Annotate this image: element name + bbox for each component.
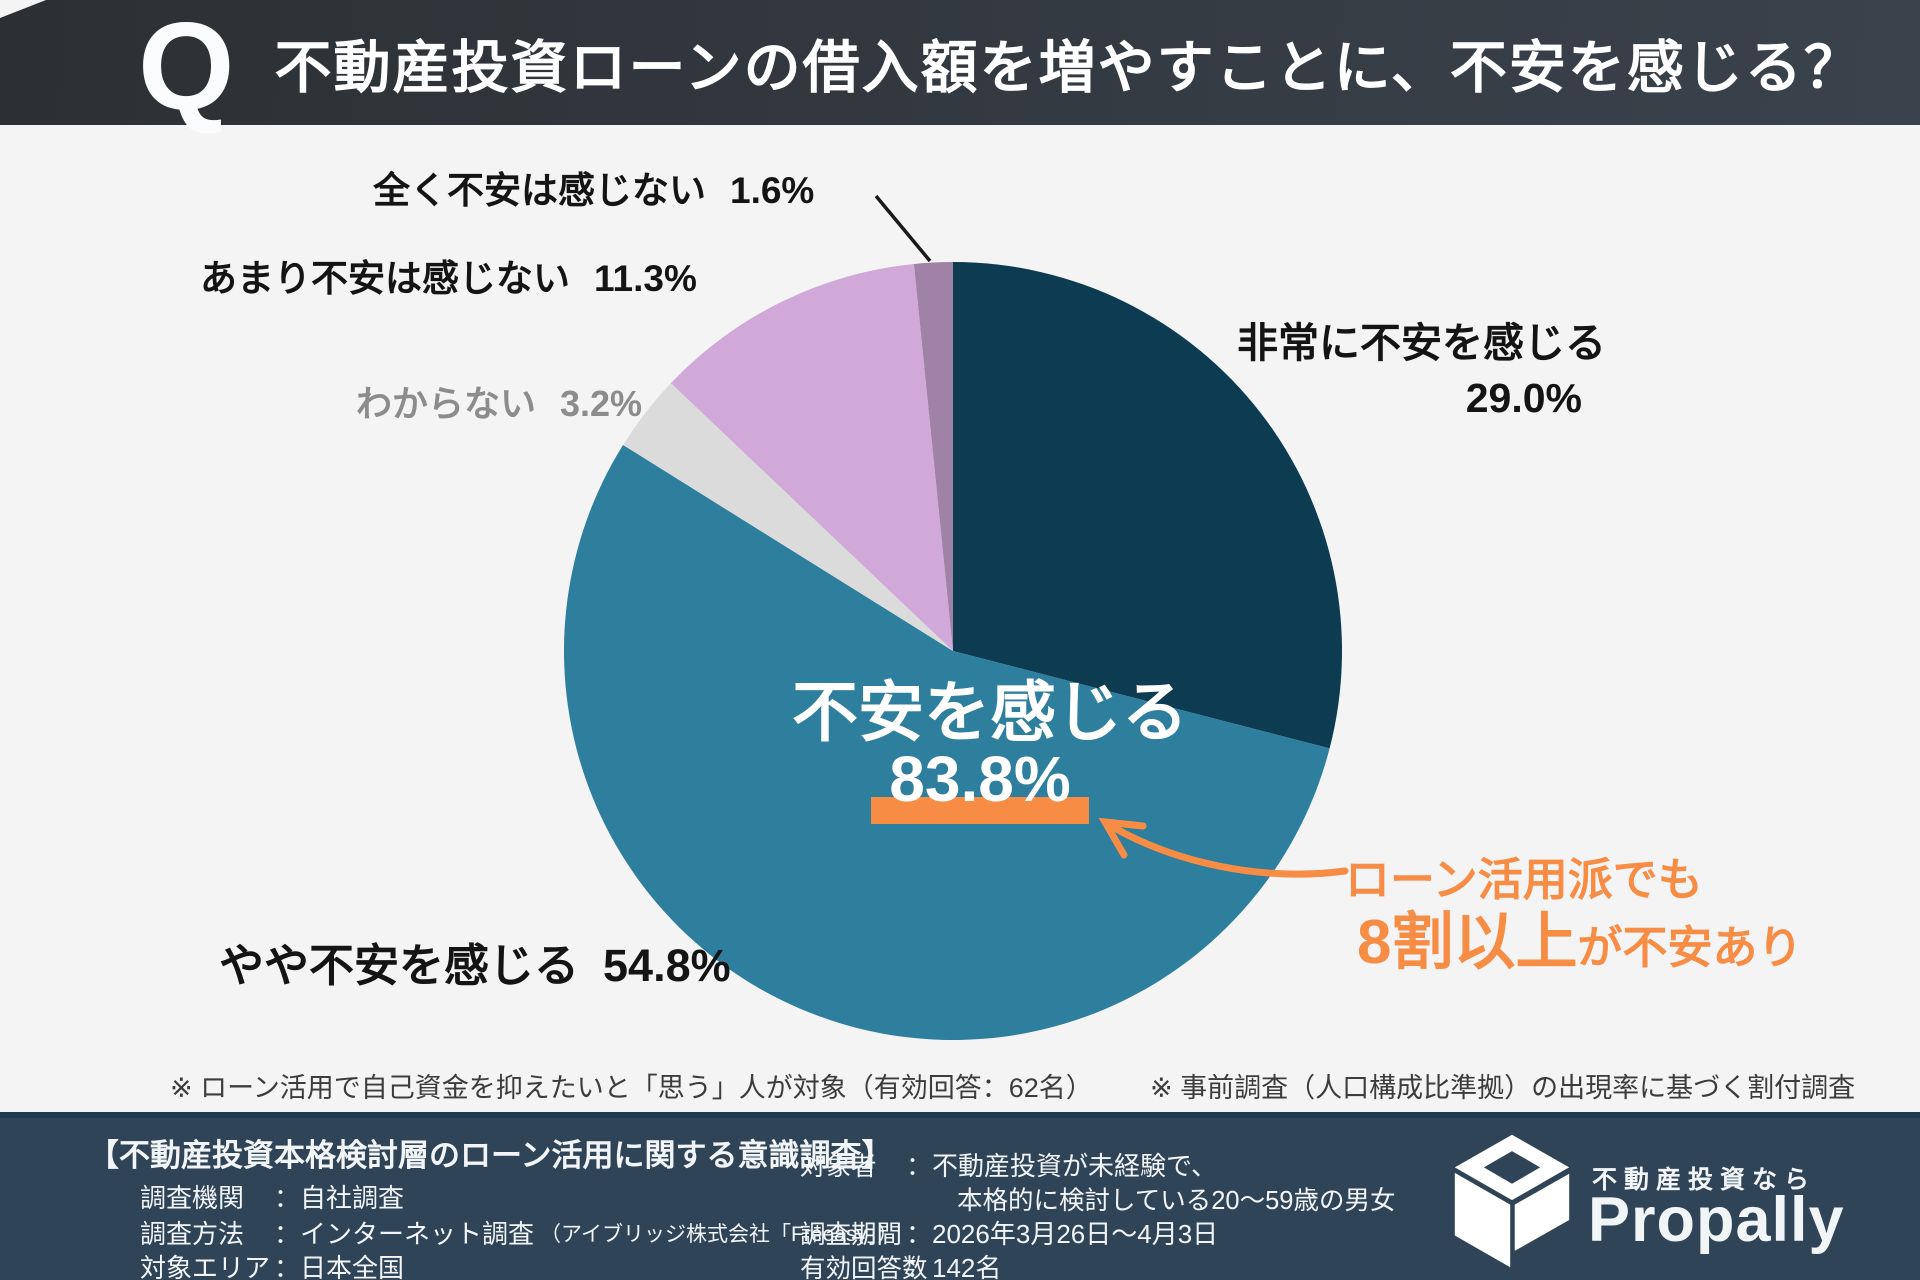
footer-row-method: 調査方法 ：インターネット調査 （アイブリッジ株式会社「Freeasy」） [140, 1214, 898, 1251]
brand-tagline: 不動産投資なら [1592, 1166, 1817, 1194]
annotation-line2: 8割以上が不安あり [1357, 891, 1803, 981]
pie-label-not-very-anxious: あまり不安は感じない 11.3% [200, 258, 697, 301]
row-sep: ： [274, 1253, 301, 1280]
row-sep: ： [906, 1219, 933, 1249]
page-title: 不動産投資ローンの借入額を増やすことに、不安を感じる？ [274, 35, 1863, 100]
highlight-bar [871, 797, 1089, 824]
footer-row-area: 対象エリア：日本全国 [140, 1248, 404, 1280]
corner-notch [0, 0, 46, 18]
pie-label-not-anxious-at-all: 全く不安は感じない 1.6% [373, 170, 814, 213]
annotation-suffix: が不安あり [1577, 922, 1803, 973]
row-sep: ： [906, 1151, 933, 1181]
pie-label-pct: 29.0% [1465, 375, 1582, 422]
isometric-box-logo-icon [1454, 1134, 1570, 1268]
pie-label-text: やや不安を感じる [219, 940, 580, 991]
row-label: 有効回答数 [800, 1255, 928, 1280]
pie-slice-4 [913, 262, 953, 651]
leader-line-1-6pct [874, 194, 932, 263]
brand-name: Propally [1588, 1185, 1845, 1255]
footer-row-agency: 調査機関 ：自社調査 [140, 1178, 404, 1215]
row-sep: ： [906, 1253, 933, 1280]
row-value: 自社調査 [300, 1183, 405, 1213]
pie-label-somewhat-anxious: やや不安を感じる 54.8% [219, 940, 731, 992]
row-label: 調査機関 [140, 1183, 245, 1213]
pie-label-pct: 11.3% [594, 258, 697, 299]
annotation-line1: ローン活用派でも [1345, 854, 1703, 905]
footer-row-responses: 有効回答数： 142名 [800, 1248, 1001, 1280]
row-value: 142名 [932, 1253, 1002, 1280]
footnote-method: ※ 事前調査（人口構成比準拠）の出現率に基づく割付調査 [1150, 1073, 1856, 1103]
row-label: 調査期間 [800, 1221, 903, 1249]
pie-label-text: 全く不安は感じない [373, 170, 706, 211]
footnote-sample: ※ ローン活用で自己資金を抑えたいと「思う」人が対象（有効回答：62名） [170, 1073, 1093, 1103]
footer-top-edge [0, 1112, 1920, 1118]
row-label: 対象エリア [140, 1253, 271, 1280]
row-sep: ： [274, 1219, 301, 1249]
pie-label-very-anxious: 非常に不安を感じる 29.0% [1237, 320, 1606, 422]
pie-chart [563, 262, 1342, 1040]
pie-label-pct: 3.2% [560, 383, 643, 424]
q-mark: Q [138, 0, 235, 136]
survey-title: 【不動産投資本格検討層のローン活用に関する意識調査】 [88, 1138, 893, 1173]
pie-label-pct: 54.8% [603, 940, 731, 991]
pie-label-text: 非常に不安を感じる [1237, 320, 1606, 366]
footer-bar: 【不動産投資本格検討層のローン活用に関する意識調査】 調査機関：自社調査 調査方… [0, 1118, 1920, 1280]
pie-slice-1 [563, 444, 1330, 1040]
pie-label-text: わからない [356, 383, 537, 424]
row-label: 対象者 [800, 1153, 877, 1181]
pie-label-dont-know: わからない 3.2% [356, 383, 642, 424]
pie-label-pct: 1.6% [730, 170, 815, 211]
row-label: 調査方法 [140, 1219, 245, 1249]
row-value-small: （アイブリッジ株式会社「Freeasy」） [540, 1222, 899, 1246]
footer-row-subjects-line2: 本格的に検討している20〜59歳の男女 [957, 1187, 1396, 1215]
pie-slice-0 [953, 262, 1342, 749]
annotation-emphasis: 8割以上 [1357, 908, 1578, 977]
footer-row-period: 調査期間： 2026年3月26日〜4月3日 [800, 1214, 1218, 1251]
row-value: インターネット調査 [300, 1219, 535, 1249]
center-callout-value: 83.8% [889, 743, 1071, 815]
pie-slice-3 [670, 263, 953, 651]
center-callout-label: 不安を感じる [792, 675, 1188, 749]
pie-label-text: あまり不安は感じない [200, 258, 570, 299]
row-value: 日本全国 [300, 1253, 405, 1280]
pie-slice-2 [623, 383, 953, 651]
row-value: 2026年3月26日〜4月3日 [932, 1219, 1219, 1249]
row-sep: ： [274, 1183, 301, 1213]
header-bar: Q 不動産投資ローンの借入額を増やすことに、不安を感じる？ [0, 0, 1920, 129]
footer-row-subjects: 対象者 ：不動産投資が未経験で、 [800, 1146, 1217, 1183]
row-value: 不動産投資が未経験で、 [932, 1151, 1217, 1181]
